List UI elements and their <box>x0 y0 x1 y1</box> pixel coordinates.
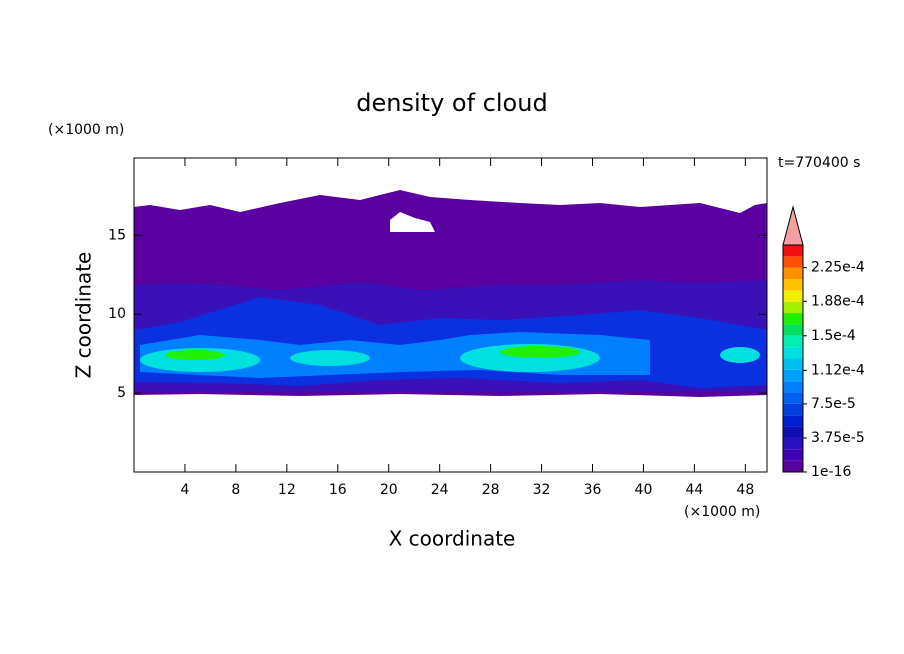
colorbar-band <box>783 403 803 416</box>
field-blob <box>290 350 370 366</box>
colorbar-band <box>783 256 803 268</box>
y-tick-label: 15 <box>108 227 126 243</box>
x-tick-label: 16 <box>329 482 347 498</box>
colorbar-band <box>783 290 803 302</box>
colorbar-band <box>783 245 803 257</box>
colorbar-tick-label: 2.25e-4 <box>811 260 865 276</box>
x-axis-label: X coordinate <box>389 527 516 551</box>
field-blob <box>500 346 580 358</box>
colorbar-tick-label: 1.88e-4 <box>811 293 865 309</box>
field-blob <box>720 347 760 363</box>
colorbar-tick-label: 3.75e-5 <box>811 430 865 446</box>
x-tick-label: 20 <box>380 482 398 498</box>
y-unit: (×1000 m) <box>48 122 124 138</box>
colorbar-band <box>783 381 803 393</box>
plot-frame <box>133 157 768 473</box>
colorbar-extend <box>782 205 804 246</box>
x-tick-label: 48 <box>736 482 754 498</box>
colorbar-band <box>783 347 803 359</box>
y-tick-label: 5 <box>117 385 126 401</box>
colorbar-tick-label: 7.5e-5 <box>811 396 856 412</box>
colorbar-band <box>783 279 803 291</box>
colorbar-band <box>783 460 803 472</box>
colorbar-band <box>783 313 803 325</box>
chart-title: density of cloud <box>356 89 547 117</box>
colorbar-tick-label: 1e-16 <box>811 464 851 480</box>
x-tick-label: 32 <box>533 482 551 498</box>
colorbar-band <box>783 358 803 370</box>
y-axis-label: Z coordinate <box>72 252 96 379</box>
y-tick-label: 10 <box>108 306 126 322</box>
annotation: t=770400 s <box>778 155 860 171</box>
colorbar-band <box>783 392 803 404</box>
colorbar-band <box>783 426 803 438</box>
colorbar-band <box>783 415 803 427</box>
colorbar-tick-label: 1.12e-4 <box>811 362 865 378</box>
x-tick-label: 8 <box>231 482 240 498</box>
colorbar-band <box>783 335 803 348</box>
colorbar-tick-label: 1.5e-4 <box>811 328 856 344</box>
field-hole <box>390 212 435 232</box>
x-tick-label: 36 <box>584 482 602 498</box>
colorbar-band <box>783 449 803 461</box>
x-tick-label: 40 <box>635 482 653 498</box>
colorbar-band <box>783 301 803 314</box>
contour-field <box>134 190 767 397</box>
x-unit: (×1000 m) <box>684 504 760 520</box>
colorbar-frame <box>782 244 804 473</box>
colorbar-band <box>783 369 803 382</box>
x-tick-label: 24 <box>431 482 449 498</box>
field-blob <box>165 350 225 360</box>
x-tick-label: 4 <box>180 482 189 498</box>
x-tick-label: 28 <box>482 482 500 498</box>
colorbar-band <box>783 324 803 336</box>
x-tick-label: 44 <box>685 482 703 498</box>
x-tick-label: 12 <box>278 482 296 498</box>
colorbar-band <box>783 437 803 450</box>
colorbar-band <box>783 267 803 280</box>
